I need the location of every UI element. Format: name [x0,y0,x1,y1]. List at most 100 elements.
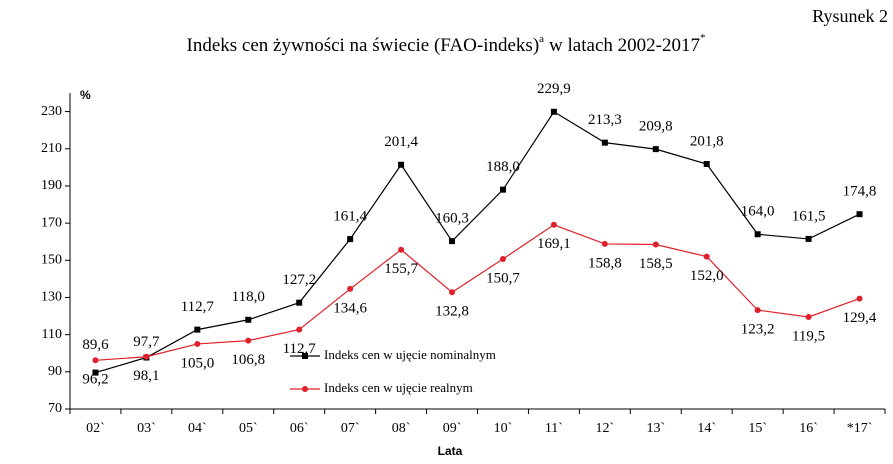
x-tick-label: 11` [545,421,563,436]
value-label: 158,8 [588,255,622,271]
title-note2: * [700,32,706,44]
x-tick-label: 04` [188,421,207,436]
value-label: 174,8 [843,184,877,200]
value-label: 161,5 [792,208,826,224]
y-tick-label: 70 [48,401,62,416]
y-tick-label: 90 [48,364,62,379]
value-label: 229,9 [537,81,571,97]
value-label: 152,0 [690,268,724,284]
x-tick-label: 12` [596,421,615,436]
value-label: 98,1 [133,368,159,384]
y-tick-label: 230 [41,104,62,119]
point [194,326,201,333]
y-tick-label: 170 [41,215,62,230]
point [703,253,710,260]
point [652,146,659,153]
x-axis-label: Lata [438,444,463,458]
point [143,353,150,360]
x-tick-label: 07` [341,421,360,436]
y-unit: % [80,88,91,102]
value-label: 106,8 [231,352,265,368]
x-tick-label: 14` [697,421,716,436]
point [398,246,405,253]
value-label: 118,0 [232,289,265,305]
point [805,235,812,242]
value-label: 188,0 [486,159,520,175]
point [92,369,99,376]
point [754,307,761,314]
title-note: a [539,33,544,45]
point [92,357,99,364]
value-label: 127,2 [282,272,316,288]
point [652,241,659,248]
series-line [95,224,860,361]
value-label: 209,8 [639,119,673,135]
value-label: 105,0 [180,355,214,371]
point [398,161,405,168]
point [245,337,252,344]
point [805,313,812,320]
value-label: 158,5 [639,256,673,272]
value-label: 169,1 [537,236,571,252]
value-label: 97,7 [133,334,160,350]
legend-marker [302,386,308,392]
series-line [95,110,860,374]
x-tick-label: 15` [748,421,767,436]
x-tick-label: 02` [86,421,105,436]
x-tick-label: 03` [137,421,156,436]
point [754,231,761,238]
x-tick-label: 08` [392,421,411,436]
point [703,161,710,168]
x-tick-label: *17` [847,421,873,436]
y-tick-label: 210 [41,141,62,156]
point [296,326,303,333]
x-tick-label: 06` [290,421,309,436]
legend-label: Indeks cen w ujęcie nominalnym [324,347,496,362]
point [347,236,354,243]
value-label: 132,8 [435,304,469,320]
value-label: 150,7 [486,270,520,286]
point [550,221,557,228]
point [245,316,252,323]
value-label: 160,3 [435,211,469,227]
value-label: 213,3 [588,112,622,128]
point [601,139,608,146]
y-tick-label: 130 [41,290,62,305]
x-tick-label: 05` [239,421,258,436]
value-label: 201,8 [690,133,724,149]
point [601,240,608,247]
point [856,211,863,218]
y-tick-label: 190 [41,178,62,193]
point [499,255,506,262]
x-tick-label: 13` [646,421,665,436]
point [194,340,201,347]
value-label: 129,4 [843,310,877,326]
value-label: 123,2 [741,322,775,338]
value-label: 112,7 [283,341,317,357]
y-tick-label: 150 [41,253,62,268]
value-label: 119,5 [792,328,825,344]
value-label: 164,0 [741,204,775,220]
value-label: 134,6 [333,300,367,316]
title-main: Indeks cen żywności na świecie (FAO-inde… [187,35,540,56]
chart-title: Indeks cen żywności na świecie (FAO-inde… [187,32,706,57]
point [296,299,303,306]
value-label: 155,7 [384,261,418,277]
title-suffix: w latach 2002-2017 [549,35,700,56]
point [856,295,863,302]
legend-marker [302,353,308,359]
point [550,108,557,115]
figure-label: Rysunek 2 [812,6,888,26]
value-label: 112,7 [181,299,215,315]
x-tick-label: 09` [443,421,462,436]
legend-label: Indeks cen w ujęcie realnym [324,380,473,395]
value-label: 161,4 [333,209,367,225]
value-label: 201,4 [384,134,418,150]
point [449,289,456,296]
point [499,186,506,193]
value-label: 89,6 [82,337,109,353]
point [449,238,456,245]
x-tick-label: 16` [799,421,818,436]
